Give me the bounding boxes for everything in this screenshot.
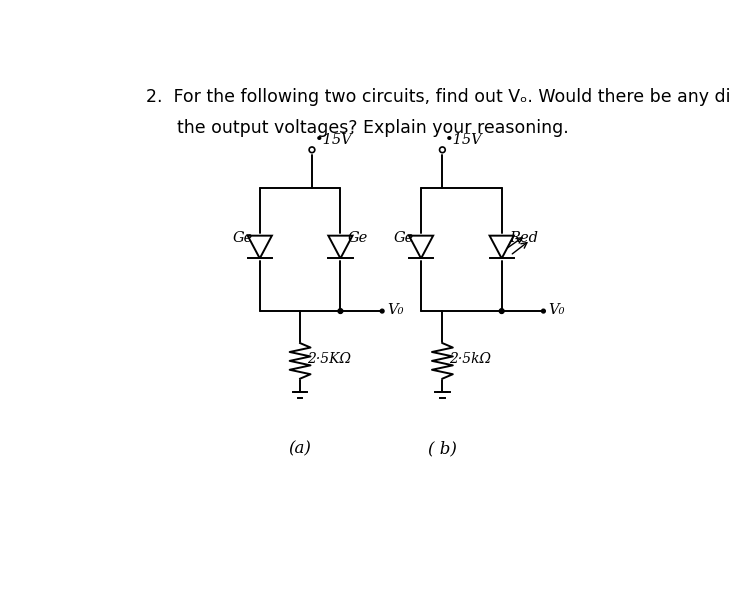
Text: V₀: V₀ (548, 302, 565, 317)
Text: ( b): ( b) (428, 440, 457, 457)
Circle shape (381, 309, 384, 313)
Circle shape (338, 309, 343, 314)
Circle shape (542, 309, 545, 313)
Text: 2·5KΩ: 2·5KΩ (307, 352, 351, 365)
Text: Ge: Ge (348, 230, 367, 245)
Text: Ge: Ge (233, 230, 253, 245)
Text: 2·5kΩ: 2·5kΩ (450, 352, 491, 365)
Text: 2.  For the following two circuits, find out Vₒ. Would there be any difference i: 2. For the following two circuits, find … (146, 88, 729, 106)
Text: (a): (a) (289, 440, 311, 457)
Text: •15V: •15V (445, 134, 483, 147)
Text: V₀: V₀ (387, 302, 403, 317)
Text: Red: Red (509, 230, 538, 245)
Circle shape (499, 309, 504, 314)
Text: •15V: •15V (314, 134, 352, 147)
Text: the output voltages? Explain your reasoning.: the output voltages? Explain your reason… (176, 119, 569, 137)
Text: Ge: Ge (394, 230, 414, 245)
